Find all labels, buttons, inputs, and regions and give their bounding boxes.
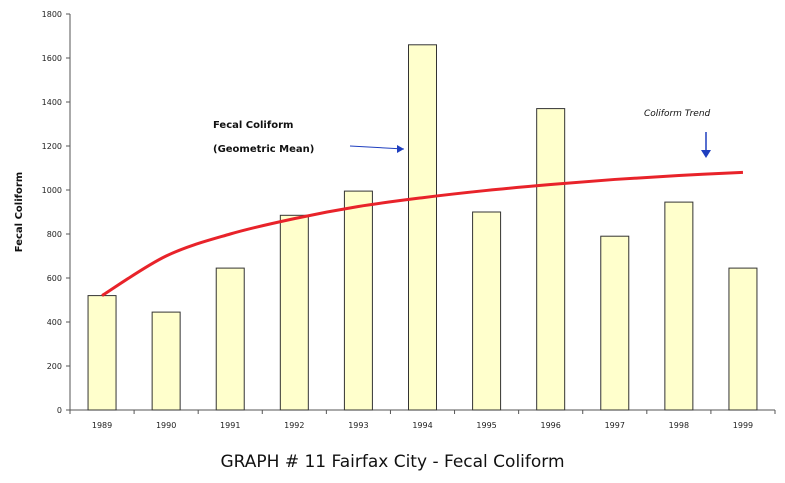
x-tick-label: 1999 xyxy=(733,421,753,430)
x-tick-label: 1997 xyxy=(605,421,625,430)
trend-line xyxy=(101,170,744,297)
annotations: Fecal Coliform (Geometric Mean) Coliform T… xyxy=(213,109,711,158)
y-tick-label: 600 xyxy=(47,274,62,283)
arrow-head xyxy=(397,145,404,153)
x-tick-label: 1995 xyxy=(476,421,496,430)
bar-1994 xyxy=(408,44,437,411)
bar-1998 xyxy=(664,201,694,411)
x-tick-label: 1992 xyxy=(284,421,304,430)
bar-1996 xyxy=(536,108,566,411)
x-tick-label: 1996 xyxy=(541,421,561,430)
bar-1991 xyxy=(215,267,245,411)
graph-caption: GRAPH # 11 Fairfax City - Fecal Coliform xyxy=(220,452,565,472)
trend xyxy=(101,170,744,297)
x-tick-label: 1990 xyxy=(156,421,176,430)
y-tick-label: 400 xyxy=(47,318,62,327)
x-tick-label: 1993 xyxy=(348,421,368,430)
annotation-geometric-mean: (Geometric Mean) xyxy=(213,144,314,155)
y-tick-label: 1000 xyxy=(42,186,62,195)
x-tick-label: 1991 xyxy=(220,421,240,430)
bar-1990 xyxy=(151,311,181,411)
labels: 1989 1990 1991 1992 1993 1994 1995 1996 1997 1998… xyxy=(92,421,753,430)
bars xyxy=(87,44,758,411)
bar-1989 xyxy=(87,295,117,411)
bar-1999 xyxy=(728,267,758,411)
chart-svg: 0 200 400 600 800 1000 1200 1400 1600 1800 Fecal C… xyxy=(14,10,776,430)
axes: 0 200 400 600 800 1000 1200 1400 1600 1800 Fecal C… xyxy=(14,10,776,415)
arrow-to-bar xyxy=(349,145,405,150)
y-tick-label: 200 xyxy=(47,362,62,371)
x-tick-label: 1994 xyxy=(412,421,432,430)
y-tick-label: 1800 xyxy=(42,10,62,19)
x-tick-label: 1989 xyxy=(92,421,112,430)
bar-1992 xyxy=(279,214,309,411)
y-axis-title: Fecal Coliform xyxy=(14,172,25,252)
y-tick-label: 1400 xyxy=(42,98,62,107)
bar-1997 xyxy=(600,235,630,411)
bar-1993 xyxy=(343,190,373,411)
x-tick-label: 1998 xyxy=(669,421,689,430)
bar-1995 xyxy=(472,211,502,411)
annotation-coliform-trend: Coliform Trend xyxy=(644,109,711,119)
annotation-fecal-coliform: Fecal Coliform xyxy=(213,120,293,131)
y-tick-label: 0 xyxy=(57,406,62,415)
y-tick-label: 1200 xyxy=(42,142,62,151)
trend-arrow-head xyxy=(701,150,711,158)
y-tick-label: 800 xyxy=(47,230,62,239)
y-tick-label: 1600 xyxy=(42,54,62,63)
